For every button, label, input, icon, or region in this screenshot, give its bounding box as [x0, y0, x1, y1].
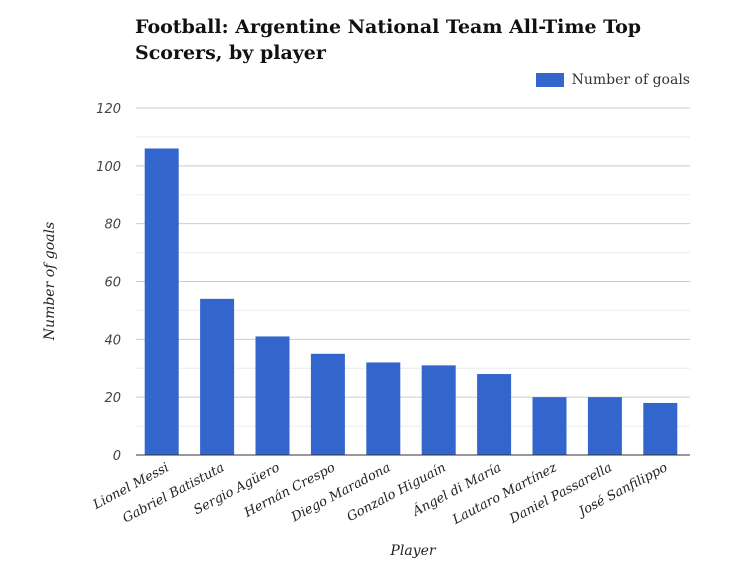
y-tick-label: 60: [104, 276, 121, 291]
bar[interactable]: [144, 148, 179, 455]
legend: Number of goals: [535, 72, 690, 88]
y-tick-label: 40: [104, 333, 121, 348]
legend-swatch: [535, 73, 564, 87]
y-tick-label: 120: [96, 102, 121, 117]
y-tick-label: 20: [104, 391, 121, 406]
y-tick-label: 100: [96, 160, 121, 175]
bar[interactable]: [532, 397, 567, 455]
x-tick-label: Gabriel Batistuta: [120, 460, 227, 526]
y-tick-label: 80: [104, 218, 121, 233]
bar[interactable]: [310, 353, 345, 455]
legend-label: Number of goals: [571, 72, 690, 88]
bar[interactable]: [587, 397, 622, 455]
y-axis-title: Number of goals: [42, 222, 58, 341]
bar[interactable]: [421, 365, 456, 455]
x-tick-label: Gonzalo Higuaín: [345, 460, 449, 525]
x-tick-label: José Sanfilippo: [574, 460, 670, 521]
y-tick-label: 0: [113, 449, 121, 464]
x-tick-label: Diego Maradona: [288, 460, 393, 525]
bar[interactable]: [477, 374, 512, 455]
bar[interactable]: [200, 298, 235, 455]
bar[interactable]: [255, 336, 290, 455]
chart-title: Football: Argentine National Team All-Ti…: [135, 16, 642, 64]
bar[interactable]: [643, 402, 678, 455]
bar[interactable]: [366, 362, 401, 455]
x-axis-title: Player: [389, 543, 436, 559]
